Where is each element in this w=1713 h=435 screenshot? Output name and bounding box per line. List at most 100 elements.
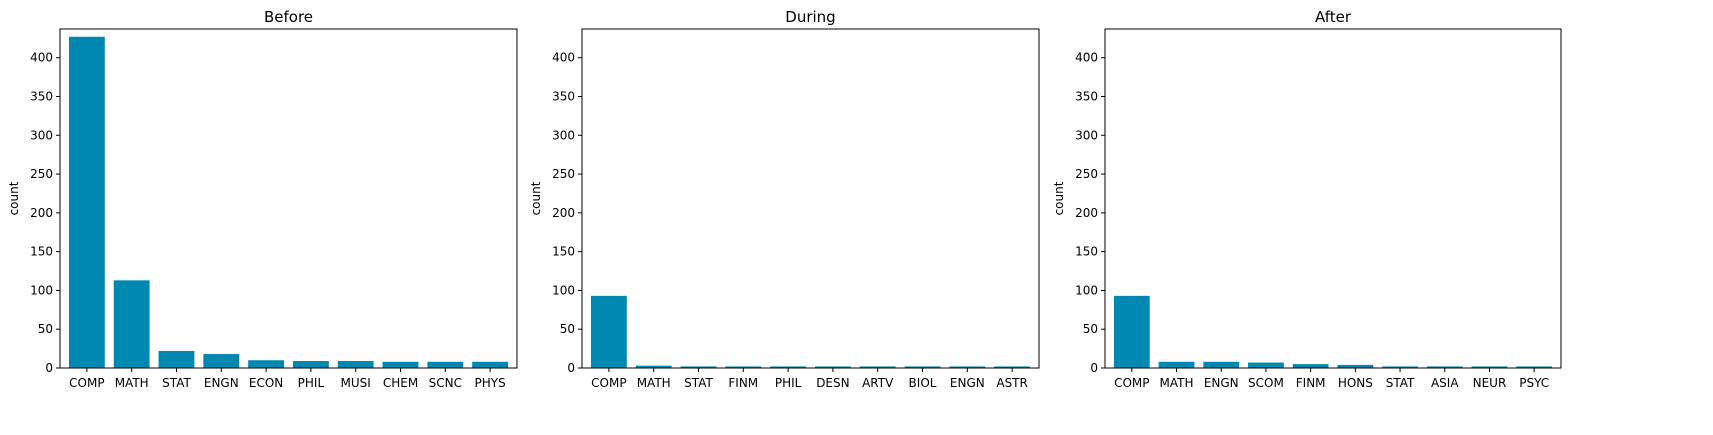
bar-engn xyxy=(1203,361,1240,368)
x-tick-label: NEUR xyxy=(1473,376,1507,390)
y-tick-label: 50 xyxy=(560,322,575,336)
x-tick-label: CHEM xyxy=(383,376,418,390)
y-tick-label: 200 xyxy=(30,206,53,220)
chart-panel-before: COMP MATH STAT ENGN ECON PHIL MUSI CHEM SCNC PHYS… xyxy=(7,8,518,390)
bar-comp xyxy=(68,36,105,368)
chart-panel-after: COMP MATH ENGN SCOM FINM HONS STAT ASIA NEUR PSYC… xyxy=(1052,8,1562,390)
x-tick-label: ARTV xyxy=(862,376,894,390)
y-tick-label: 400 xyxy=(1075,51,1098,65)
y-tick-label: 150 xyxy=(552,245,575,259)
y-tick-label: 200 xyxy=(552,206,575,220)
y-tick-label: 250 xyxy=(30,167,53,181)
bar-math xyxy=(113,280,150,368)
x-tick-label: PHYS xyxy=(475,376,506,390)
bar-scom xyxy=(1248,362,1284,368)
y-tick-label: 50 xyxy=(1083,322,1098,336)
x-tick-label: MATH xyxy=(637,376,671,390)
axes-frame xyxy=(59,28,518,369)
x-tick-label: FINM xyxy=(728,376,758,390)
x-tick-label: MATH xyxy=(115,376,149,390)
bar-phil xyxy=(292,361,329,368)
chart-title: Before xyxy=(264,8,313,26)
x-tick-label: COMP xyxy=(591,376,626,390)
y-tick-label: 250 xyxy=(552,167,575,181)
x-tick-label: FINM xyxy=(1296,376,1326,390)
y-tick-label: 350 xyxy=(30,89,53,103)
bar-biol xyxy=(904,366,941,368)
bar-stat xyxy=(158,350,195,368)
y-tick-label: 300 xyxy=(1075,128,1098,142)
bar-math xyxy=(1158,361,1195,368)
x-tick-label: COMP xyxy=(69,376,104,390)
x-tick-label: ASIA xyxy=(1431,376,1459,390)
bar-musi xyxy=(337,361,374,368)
bar-scnc xyxy=(427,361,464,368)
x-tick-label: COMP xyxy=(1114,376,1149,390)
bar-desn xyxy=(814,366,851,368)
y-tick-label: 400 xyxy=(552,51,575,65)
x-tick-label: ENGN xyxy=(950,376,985,390)
bar-comp xyxy=(590,295,627,368)
x-tick-label: DESN xyxy=(816,376,849,390)
y-axis-label: count xyxy=(7,181,21,215)
y-tick-label: 100 xyxy=(552,283,575,297)
y-tick-label: 0 xyxy=(45,361,53,375)
x-tick-label: MUSI xyxy=(341,376,371,390)
y-tick-label: 100 xyxy=(30,283,53,297)
y-tick-label: 0 xyxy=(1090,361,1098,375)
axes-frame xyxy=(1104,28,1562,369)
x-tick-label: ENGN xyxy=(204,376,239,390)
chart-panel-during: COMP MATH STAT FINM PHIL DESN ARTV BIOL ENGN ASTR… xyxy=(529,8,1040,390)
y-tick-label: 350 xyxy=(552,89,575,103)
chart-title: After xyxy=(1315,8,1352,26)
y-tick-label: 150 xyxy=(30,245,53,259)
bar-math xyxy=(635,365,672,368)
x-tick-label: PHIL xyxy=(298,376,325,390)
y-tick-label: 350 xyxy=(1075,89,1098,103)
y-tick-label: 300 xyxy=(30,128,53,142)
bar-hons xyxy=(1337,364,1374,368)
y-tick-label: 300 xyxy=(552,128,575,142)
axes-frame xyxy=(581,28,1040,369)
y-axis-label: count xyxy=(529,181,543,215)
x-tick-label: ENGN xyxy=(1204,376,1239,390)
y-tick-label: 200 xyxy=(1075,206,1098,220)
bar-asia xyxy=(1426,366,1463,368)
y-tick-label: 100 xyxy=(1075,283,1098,297)
x-tick-label: SCOM xyxy=(1248,376,1284,390)
x-tick-label: STAT xyxy=(1386,376,1415,390)
chart-title: During xyxy=(785,8,835,26)
x-tick-label: PHIL xyxy=(775,376,802,390)
y-tick-label: 400 xyxy=(30,51,53,65)
x-tick-label: STAT xyxy=(684,376,713,390)
bar-stat xyxy=(1382,366,1418,368)
x-tick-label: STAT xyxy=(162,376,191,390)
bar-artv xyxy=(859,366,896,368)
x-tick-label: HONS xyxy=(1338,376,1373,390)
y-axis-label: count xyxy=(1052,181,1066,215)
bar-engn xyxy=(203,354,240,368)
bar-astr xyxy=(994,366,1031,368)
bar-finm xyxy=(1292,364,1329,368)
y-tick-label: 250 xyxy=(1075,167,1098,181)
x-tick-label: BIOL xyxy=(909,376,937,390)
bar-neur xyxy=(1471,366,1508,368)
bar-finm xyxy=(725,366,762,368)
x-tick-label: ECON xyxy=(249,376,283,390)
y-tick-label: 150 xyxy=(1075,245,1098,259)
bar-chem xyxy=(382,361,419,368)
x-tick-label: PSYC xyxy=(1519,376,1549,390)
y-tick-label: 50 xyxy=(38,322,53,336)
bar-comp xyxy=(1113,295,1150,368)
x-tick-label: ASTR xyxy=(996,376,1028,390)
x-tick-label: SCNC xyxy=(429,376,462,390)
bar-psyc xyxy=(1516,366,1553,368)
y-tick-label: 0 xyxy=(567,361,575,375)
bar-phys xyxy=(472,361,509,368)
bar-stat xyxy=(680,366,717,368)
x-tick-label: MATH xyxy=(1160,376,1194,390)
bar-econ xyxy=(248,360,285,368)
bar-phil xyxy=(770,366,807,368)
bar-engn xyxy=(949,366,986,368)
